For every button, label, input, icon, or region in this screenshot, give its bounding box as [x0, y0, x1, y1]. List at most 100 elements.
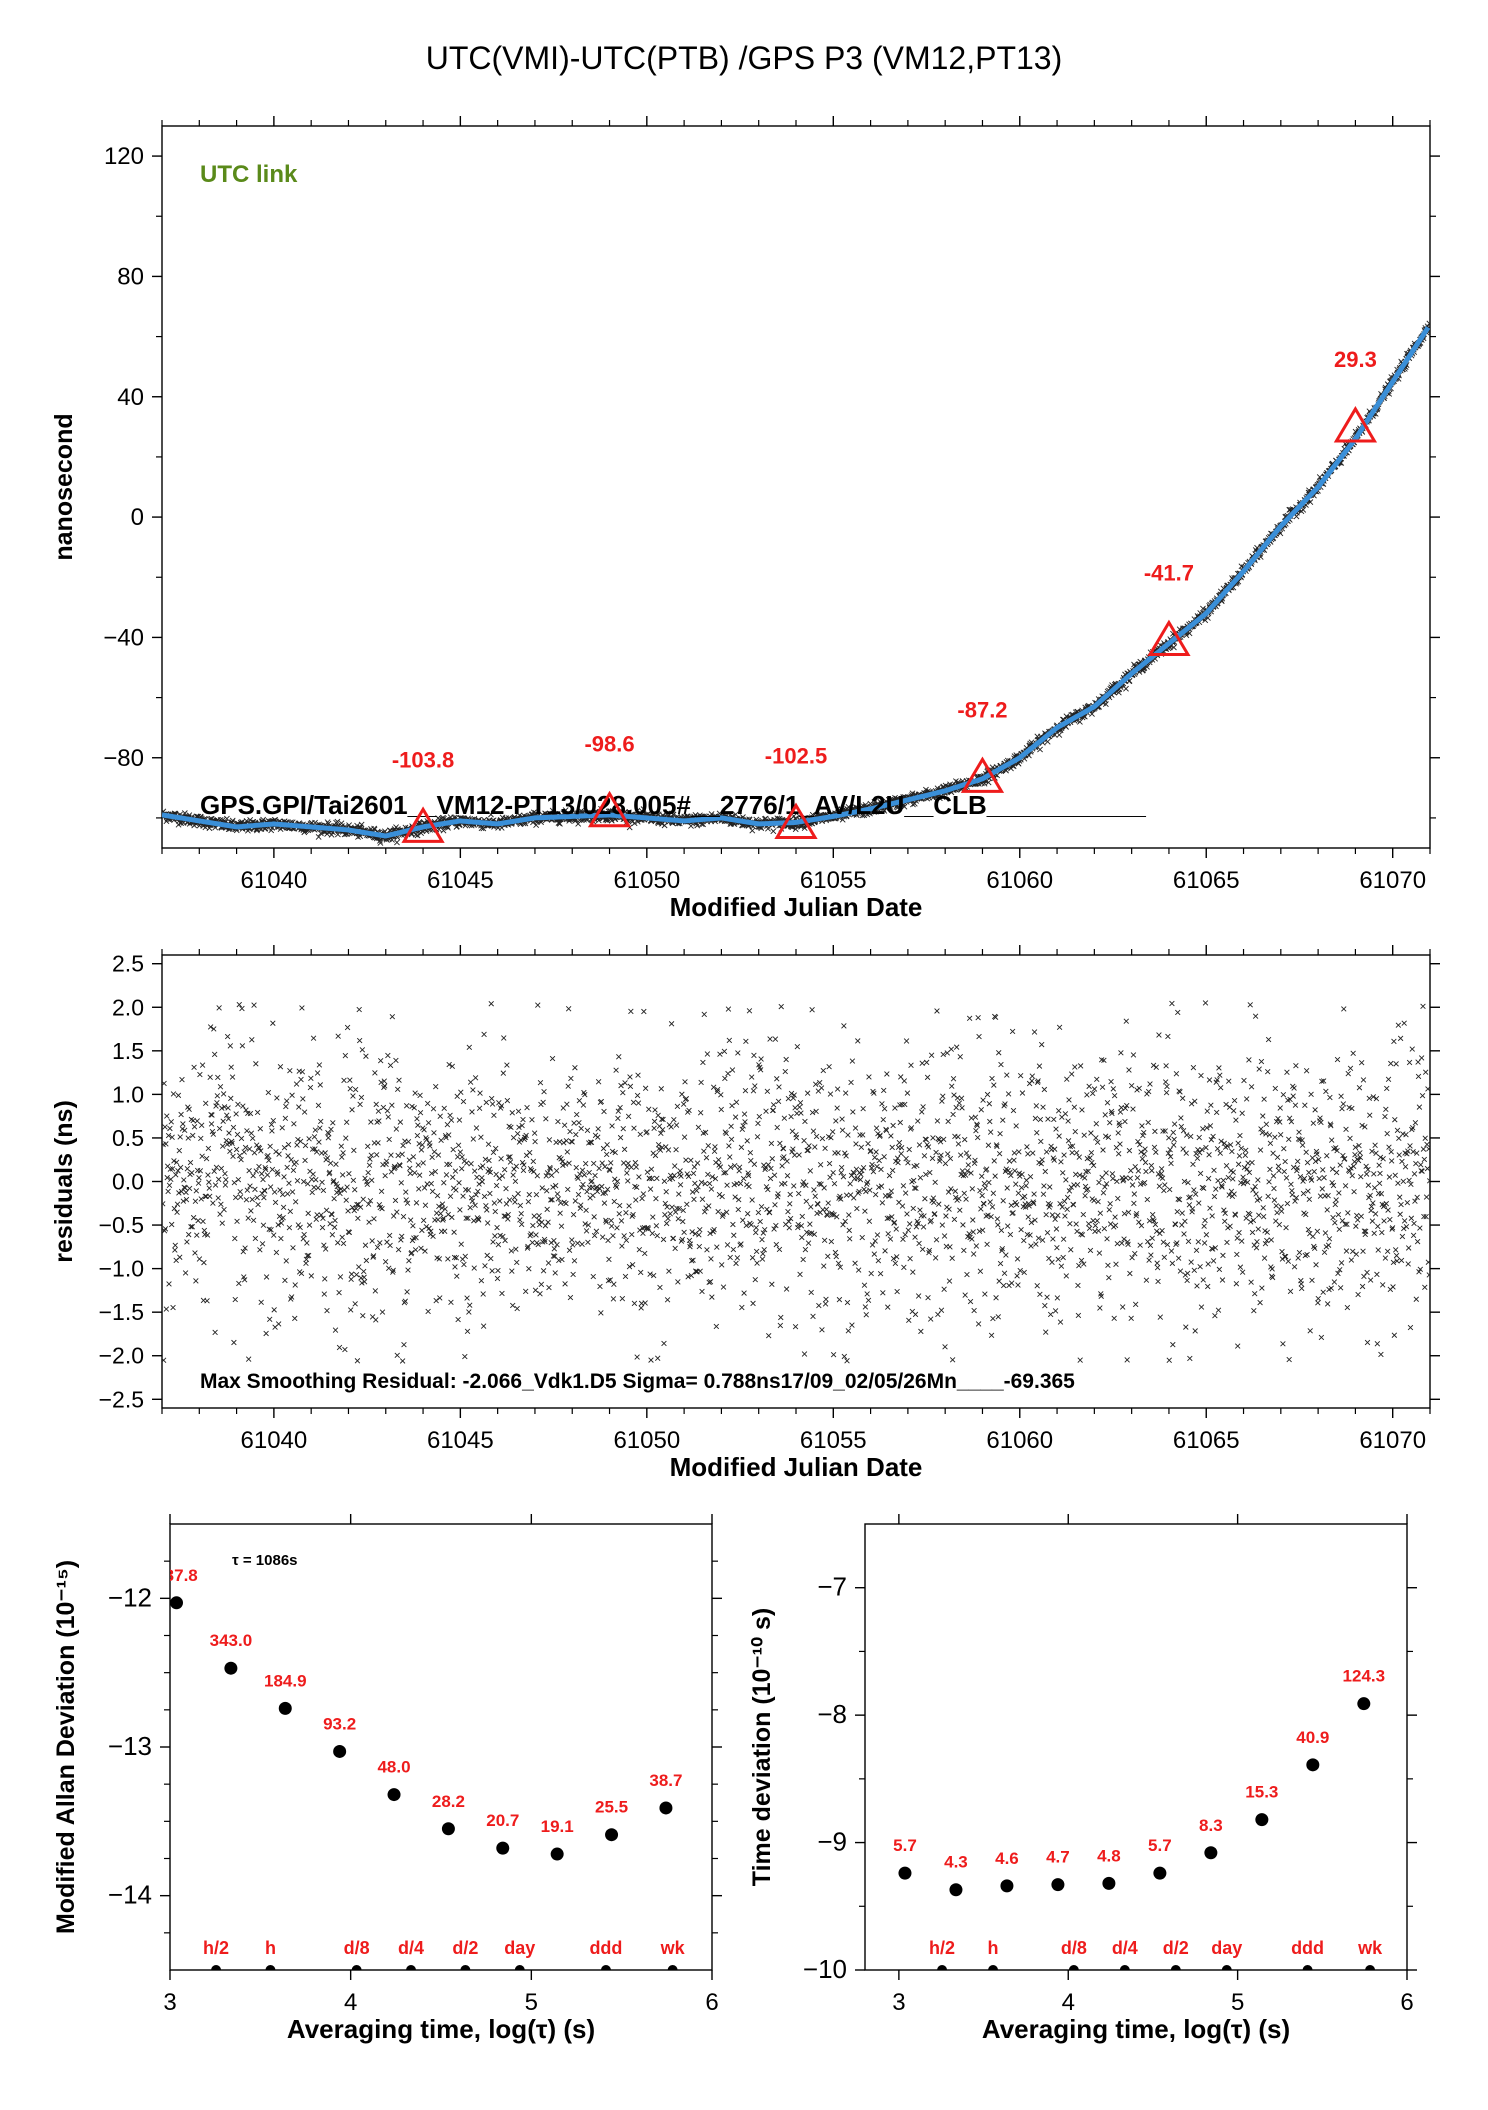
residual-point	[634, 1165, 639, 1170]
main-data-point	[394, 840, 399, 845]
residual-point	[390, 1014, 395, 1019]
residual-point	[495, 1276, 500, 1281]
residual-point	[850, 1110, 855, 1115]
main-ylabel: nanosecond	[50, 413, 78, 560]
residual-point	[978, 1207, 983, 1212]
residual-point	[361, 1197, 366, 1202]
residual-point	[218, 1212, 223, 1217]
residual-point	[576, 1192, 581, 1197]
residual-point	[919, 1110, 924, 1115]
residual-point	[698, 1110, 703, 1115]
residual-point	[281, 1205, 286, 1210]
residual-point	[538, 1291, 543, 1296]
residual-point	[257, 1164, 262, 1169]
residual-point	[214, 1100, 219, 1105]
residual-point	[674, 1123, 679, 1128]
residual-point	[1003, 1102, 1008, 1107]
residual-point	[482, 1194, 487, 1199]
residuals-ytick-label: −1.0	[99, 1256, 144, 1282]
residual-point	[316, 1103, 321, 1108]
residual-point	[654, 1196, 659, 1201]
residual-point	[650, 1231, 655, 1236]
residual-point	[264, 1275, 269, 1280]
main-xtick-label: 61045	[427, 867, 494, 894]
residual-point	[952, 1093, 957, 1098]
residual-point	[164, 1307, 169, 1312]
residual-point	[783, 1069, 788, 1074]
residual-point	[573, 1065, 578, 1070]
residual-point	[221, 1119, 226, 1124]
residual-point	[487, 1191, 492, 1196]
residual-point	[719, 1262, 724, 1267]
residual-point	[922, 1214, 927, 1219]
residual-point	[341, 1150, 346, 1155]
residual-point	[164, 1114, 169, 1119]
residual-point	[903, 1232, 908, 1237]
residual-point	[873, 1239, 878, 1244]
residual-point	[696, 1184, 701, 1189]
residual-point	[619, 1218, 624, 1223]
residual-point	[1014, 1124, 1019, 1129]
residuals-ytick-label: −1.5	[99, 1299, 144, 1325]
residual-point	[579, 1126, 584, 1131]
residual-point	[847, 1236, 852, 1241]
residual-point	[891, 1123, 896, 1128]
residual-point	[769, 1166, 774, 1171]
residual-point	[458, 1090, 463, 1095]
residual-point	[541, 1268, 546, 1273]
residual-point	[592, 1214, 597, 1219]
residual-point	[947, 1279, 952, 1284]
residual-point	[958, 1153, 963, 1158]
residual-point	[983, 1186, 988, 1191]
residual-point	[823, 1146, 828, 1151]
residual-point	[308, 1076, 313, 1081]
residual-point	[249, 1037, 254, 1042]
residual-point	[884, 1072, 889, 1077]
residual-point	[953, 1189, 958, 1194]
residual-point	[494, 1183, 499, 1188]
residual-point	[822, 1238, 827, 1243]
residual-point	[220, 1221, 225, 1226]
residual-point	[304, 1241, 309, 1246]
residual-point	[302, 1110, 307, 1115]
residual-point	[543, 1223, 548, 1228]
residual-point	[334, 1162, 339, 1167]
residual-point	[325, 1156, 330, 1161]
residual-point	[686, 1174, 691, 1179]
residual-point	[261, 1223, 266, 1228]
residual-point	[573, 1132, 578, 1137]
residual-point	[495, 1225, 500, 1230]
residual-point	[920, 1247, 925, 1252]
residual-point	[903, 1191, 908, 1196]
residual-point	[377, 1240, 382, 1245]
main-info-text: GPS.GPI/Tai2601__VM12-PT13/028.005#__277…	[200, 790, 1146, 820]
residual-point	[998, 1261, 1003, 1266]
residual-point	[706, 1143, 711, 1148]
residual-point	[239, 1157, 244, 1162]
residual-point	[913, 1312, 918, 1317]
residual-point	[223, 1171, 228, 1176]
residual-point	[672, 1164, 677, 1169]
residual-point	[225, 1034, 230, 1039]
residual-point	[525, 1105, 530, 1110]
residual-point	[696, 1232, 701, 1237]
residual-point	[860, 1235, 865, 1240]
residual-point	[373, 1288, 378, 1293]
residual-point	[530, 1117, 535, 1122]
residual-point	[646, 1107, 651, 1112]
residual-point	[349, 1272, 354, 1277]
residual-point	[387, 1137, 392, 1142]
residual-point	[204, 1156, 209, 1161]
residual-point	[918, 1175, 923, 1180]
residual-point	[939, 1308, 944, 1313]
residual-point	[290, 1190, 295, 1195]
residual-point	[812, 1145, 817, 1150]
residual-point	[469, 1161, 474, 1166]
residual-point	[786, 1096, 791, 1101]
residual-point	[749, 1075, 754, 1080]
residual-point	[188, 1160, 193, 1165]
residual-point	[998, 1131, 1003, 1136]
residual-point	[789, 1114, 794, 1119]
residual-point	[920, 1061, 925, 1066]
residual-point	[408, 1218, 413, 1223]
